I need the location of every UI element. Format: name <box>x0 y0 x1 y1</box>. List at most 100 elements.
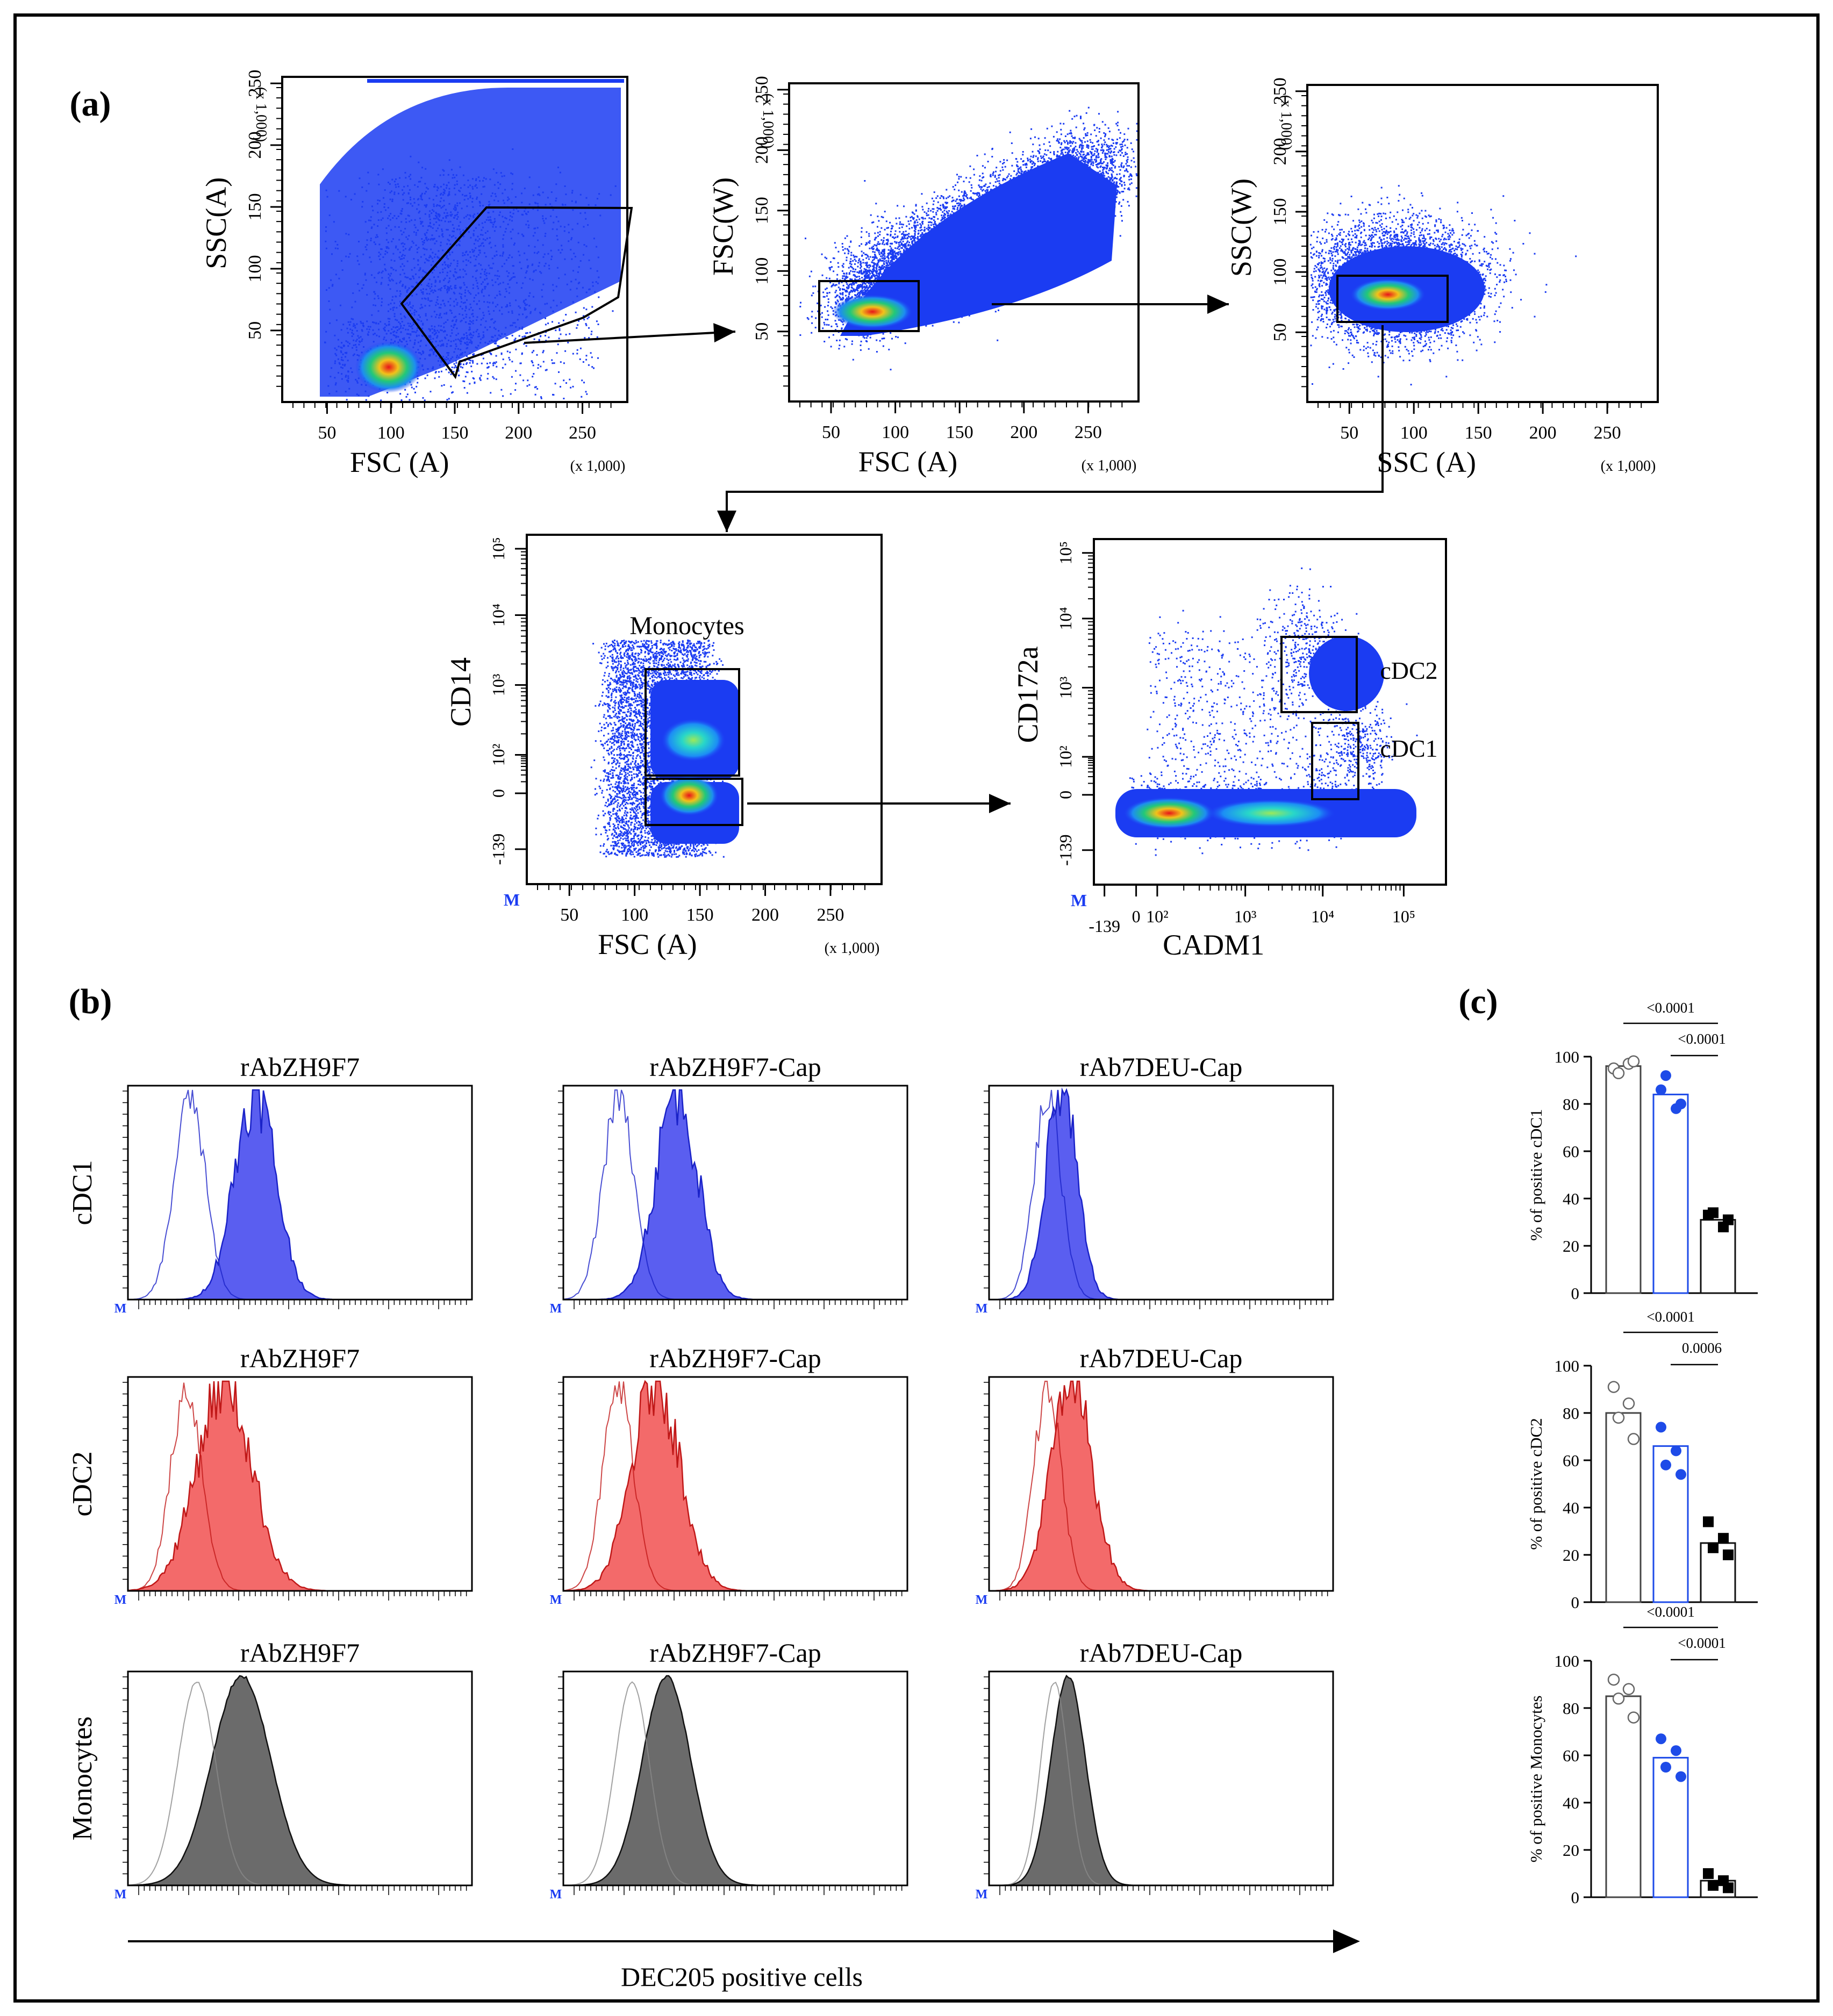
x-tick-label: 150 <box>946 422 973 442</box>
histogram-title: rAbZH9F7 <box>240 1638 360 1668</box>
y-unit: (x 1,000) <box>253 87 269 142</box>
point-blue-circle <box>1656 1084 1666 1095</box>
gate-polygon <box>400 206 633 379</box>
y-tick-label: 200 <box>1270 138 1290 165</box>
histogram-title: rAb7DEU-Cap <box>1080 1343 1243 1373</box>
y-tick-label: 250 <box>1270 77 1290 105</box>
instrument-mark: M <box>114 1302 127 1316</box>
x-tick-label: 150 <box>1465 423 1492 443</box>
y-axis-label: SSC(W) <box>1225 178 1257 277</box>
plot-frame <box>1093 538 1447 886</box>
point-blue-circle <box>1656 1733 1666 1745</box>
x-tick-label: 10³ <box>1234 907 1257 926</box>
isotype-histogram <box>127 1682 472 1886</box>
x-tick-label: 10⁵ <box>1392 907 1415 926</box>
histogram-title: rAb7DEU-Cap <box>1080 1638 1243 1668</box>
density-core <box>355 341 422 393</box>
event-dots <box>1129 567 1418 856</box>
y-tick-label: 40 <box>1563 1189 1579 1208</box>
histogram-1-2: rAb7DEU-Cap M <box>976 1343 1334 1607</box>
point-blue-circle <box>1660 1762 1671 1773</box>
point-open-circle <box>1612 1411 1625 1424</box>
plot-frame <box>526 534 883 885</box>
dec205-axis-head <box>1333 1929 1360 1953</box>
y-tick-label: 200 <box>245 132 265 159</box>
y-unit: (x 1,000) <box>1278 95 1294 150</box>
gate-rect <box>818 280 920 332</box>
y-tick-label: 10⁴ <box>1056 607 1075 630</box>
positive-histogram <box>563 1089 907 1301</box>
x-tick-label: 200 <box>505 423 532 443</box>
instrument-mark: M <box>114 1593 127 1607</box>
positive-histogram <box>989 1674 1333 1886</box>
y-tick-label: 100 <box>1555 1048 1580 1066</box>
histogram-0-0: rAbZH9F7 M <box>114 1052 473 1316</box>
histogram-2-2: rAb7DEU-Cap M <box>976 1638 1334 1902</box>
histogram-title: rAbZH9F7 <box>240 1052 360 1082</box>
x-tick-label: 250 <box>1075 422 1102 442</box>
point-black-square <box>1708 1880 1719 1891</box>
x-tick-label: 200 <box>1529 423 1557 443</box>
y-tick-label: 10² <box>489 744 508 766</box>
plot-frame <box>788 82 1140 403</box>
histogram-title: rAb7DEU-Cap <box>1080 1052 1243 1082</box>
histogram-title: rAbZH9F7-Cap <box>649 1638 821 1668</box>
x-unit: (x 1,000) <box>1082 457 1137 474</box>
x-tick-label: -139 <box>1089 916 1120 936</box>
point-black-square <box>1723 1882 1734 1893</box>
gating-plot-5: cDC2 cDC1 10⁵ 10⁴ 10³ 10² 0 -139 -139 0 10² 10³ 10⁴ 1… <box>1012 538 1447 961</box>
point-black-square <box>1723 1549 1734 1560</box>
y-axis-label: SSC(A) <box>200 177 232 269</box>
gating-plot-2: 50 100 150 200 250 50 100 150 200 250 FSC(W) FSC (A… <box>707 76 1140 478</box>
x-axis-label: CADM1 <box>1163 929 1264 961</box>
y-axis-label: % of positive Monocytes <box>1527 1696 1545 1863</box>
gating-plot-1: 50 100 150 200 250 50 100 150 200 250 SSC(A) FSC (A… <box>200 70 633 478</box>
y-tick-label: 10² <box>1056 745 1075 768</box>
gate-label-cdc1: cDC1 <box>1380 735 1437 762</box>
histogram-1-1: rAbZH9F7-Cap M <box>550 1343 908 1607</box>
y-tick-label: 20 <box>1563 1237 1579 1255</box>
dense-region <box>1309 636 1384 711</box>
x-tick-label: 100 <box>1400 423 1428 443</box>
y-tick-label: -139 <box>1056 834 1075 866</box>
positive-histogram <box>989 1087 1333 1301</box>
x-tick-label: 250 <box>569 423 596 443</box>
point-blue-circle <box>1676 1099 1686 1109</box>
histogram-frame <box>127 1085 473 1301</box>
point-black-square <box>1718 1533 1729 1544</box>
point-blue-circle <box>1656 1422 1666 1433</box>
positive-histogram <box>127 1380 472 1592</box>
y-tick-label: 0 <box>1571 1888 1580 1907</box>
histogram-2-0: rAbZH9F7 M <box>114 1638 473 1902</box>
gate-label-monocytes: Monocytes <box>629 612 744 640</box>
density-core <box>1350 278 1426 311</box>
y-axis-label: CD14 <box>445 657 477 727</box>
x-tick-label: 10² <box>1146 907 1169 926</box>
gating-plot-3: 50 100 150 200 250 50 100 150 200 250 SSC(W) SSC (A… <box>1225 77 1659 478</box>
point-open-circle <box>1627 1711 1640 1724</box>
y-axis-label: % of positive cDC2 <box>1527 1418 1545 1549</box>
pvalue-label: 0.0006 <box>1682 1340 1722 1356</box>
histogram-row-label: cDC1 <box>67 1160 98 1225</box>
y-tick-label: 200 <box>752 137 772 164</box>
x-unit: (x 1,000) <box>825 940 880 957</box>
x-tick-label: 150 <box>686 905 714 925</box>
instrument-mark: M <box>976 1302 988 1316</box>
x-tick-label: 50 <box>1340 423 1358 443</box>
instrument-mark: M <box>1071 891 1087 910</box>
instrument-mark: M <box>976 1593 988 1607</box>
instrument-mark: M <box>114 1888 127 1902</box>
y-tick-label: 50 <box>1270 323 1290 341</box>
pvalue-label: <0.0001 <box>1646 1604 1694 1620</box>
histogram-row-label: Monocytes <box>67 1716 98 1840</box>
y-tick-label: 80 <box>1563 1404 1579 1423</box>
positive-histogram <box>988 1380 1333 1592</box>
isotype-histogram <box>563 1681 907 1886</box>
y-tick-label: 10⁵ <box>489 537 508 560</box>
y-tick-label: 100 <box>1270 259 1290 286</box>
panel-label-b: (b) <box>69 982 112 1021</box>
saturation-line <box>367 79 624 83</box>
x-tick-label: 200 <box>751 905 779 925</box>
density-core <box>1123 797 1215 829</box>
